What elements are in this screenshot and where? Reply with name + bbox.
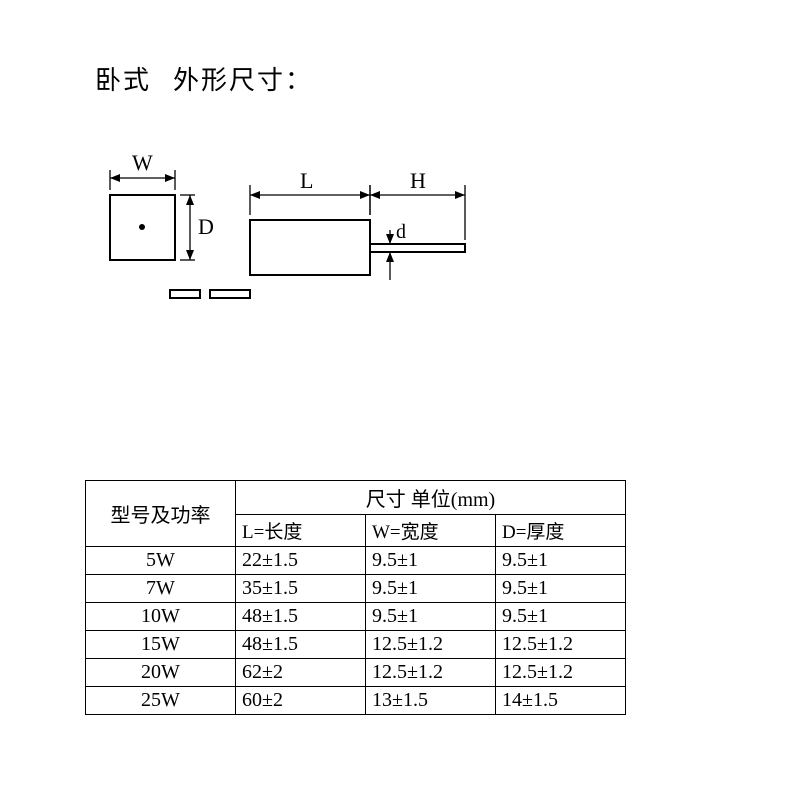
table-row: 7W35±1.59.5±19.5±1 [86,575,626,603]
dim-D-label: D [198,214,214,239]
cell-W: 9.5±1 [366,547,496,575]
cell-D: 12.5±1.2 [496,659,626,687]
page-root: 卧式外形尺寸： W D [0,0,800,800]
cell-W: 13±1.5 [366,687,496,715]
cell-D: 9.5±1 [496,575,626,603]
dim-d-label: d [396,221,406,243]
dimensions-table: 型号及功率 尺寸 单位(mm) L=长度 W=宽度 D=厚度 5W22±1.59… [85,480,626,715]
cell-L: 48±1.5 [236,603,366,631]
dim-H-label: H [410,168,426,193]
table-row: 15W48±1.512.5±1.212.5±1.2 [86,631,626,659]
dimensions-table-wrap: 型号及功率 尺寸 单位(mm) L=长度 W=宽度 D=厚度 5W22±1.59… [85,480,626,715]
subheader-L: L=长度 [236,515,366,547]
dim-L-label: L [300,168,313,193]
cell-W: 9.5±1 [366,575,496,603]
cell-L: 22±1.5 [236,547,366,575]
cell-D: 9.5±1 [496,547,626,575]
cell-W: 12.5±1.2 [366,631,496,659]
table-header-row-1: 型号及功率 尺寸 单位(mm) [86,481,626,515]
cell-D: 12.5±1.2 [496,631,626,659]
dim-w-label: W [132,150,153,175]
cell-L: 48±1.5 [236,631,366,659]
cell-model: 5W [86,547,236,575]
table-row: 10W48±1.59.5±19.5±1 [86,603,626,631]
cell-model: 15W [86,631,236,659]
table-row: 5W22±1.59.5±19.5±1 [86,547,626,575]
subheader-W: W=宽度 [366,515,496,547]
table-row: 20W62±212.5±1.212.5±1.2 [86,659,626,687]
cell-model: 20W [86,659,236,687]
title-part1: 卧式 [95,66,151,95]
cell-L: 35±1.5 [236,575,366,603]
cell-model: 25W [86,687,236,715]
cell-L: 62±2 [236,659,366,687]
cell-W: 9.5±1 [366,603,496,631]
header-model: 型号及功率 [86,481,236,547]
subheader-D: D=厚度 [496,515,626,547]
dimension-diagram: W D L [90,150,510,350]
cell-model: 10W [86,603,236,631]
cell-D: 14±1.5 [496,687,626,715]
cell-D: 9.5±1 [496,603,626,631]
header-dims: 尺寸 单位(mm) [236,481,626,515]
table-row: 25W60±213±1.514±1.5 [86,687,626,715]
title-part2: 外形尺寸： [173,66,313,95]
cell-L: 60±2 [236,687,366,715]
cell-model: 7W [86,575,236,603]
cell-W: 12.5±1.2 [366,659,496,687]
page-title: 卧式外形尺寸： [95,60,313,97]
table-body: 5W22±1.59.5±19.5±17W35±1.59.5±19.5±110W4… [86,547,626,715]
